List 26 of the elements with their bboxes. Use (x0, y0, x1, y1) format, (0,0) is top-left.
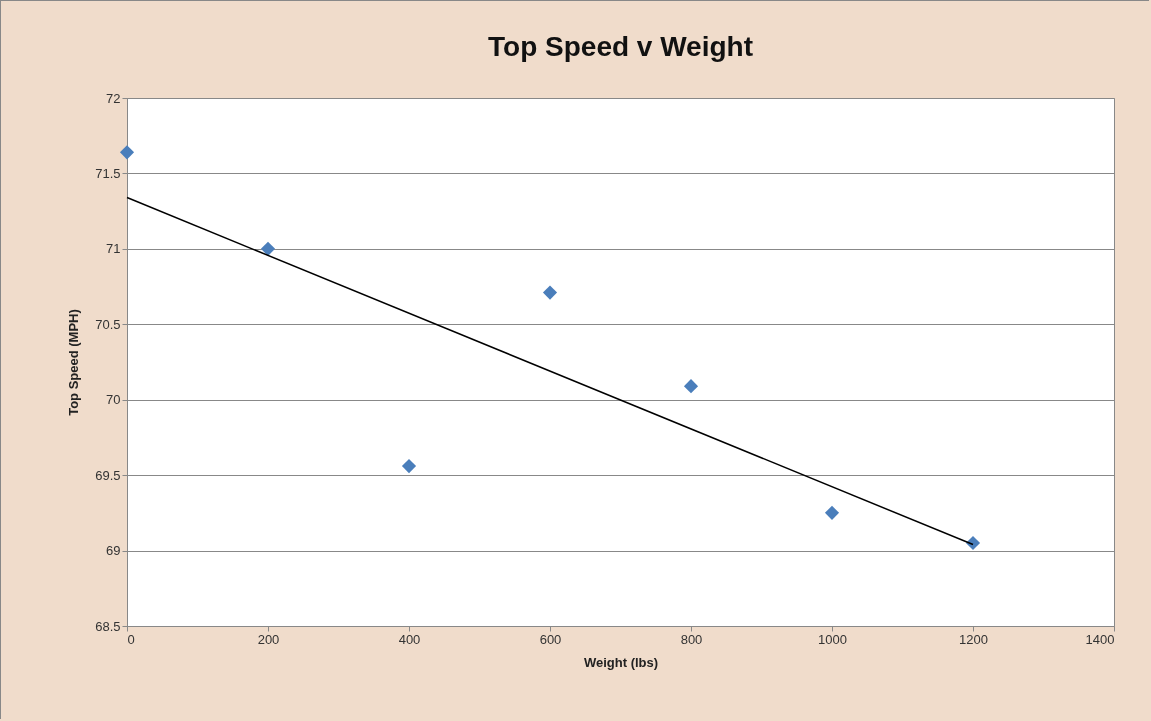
y-tick-label: 69.5 (95, 467, 121, 483)
point (824, 505, 840, 520)
x-tick-label: 600 (539, 631, 562, 647)
x-tick-label: 1000 (818, 631, 847, 647)
point (542, 285, 558, 300)
x-tick-label: 800 (680, 631, 703, 647)
x-tick-label: 1200 (959, 631, 988, 647)
point (965, 535, 981, 551)
y-axis-title: Top Speed (MPH) (66, 309, 82, 416)
point (401, 459, 417, 474)
y-tick-label: 72 (106, 90, 121, 106)
point (260, 241, 276, 256)
x-tick-label: 1400 (1085, 631, 1115, 647)
x-axis-title: Weight (lbs) (583, 654, 659, 670)
y-tick-label: 70.5 (95, 316, 121, 332)
x-tick-label: 400 (398, 631, 421, 647)
y-tick-label: 68.5 (95, 618, 121, 634)
point (119, 145, 135, 160)
chart-title: Top Speed v Weight (488, 31, 753, 62)
y-tick-label: 69 (106, 543, 121, 559)
y-tick-label: 71 (106, 241, 121, 257)
point (683, 379, 699, 394)
x-tick-label: 0 (127, 631, 135, 647)
x-tick-label: 200 (257, 631, 280, 647)
y-tick-label: 70 (106, 392, 121, 408)
y-tick-label: 71.5 (95, 165, 121, 181)
